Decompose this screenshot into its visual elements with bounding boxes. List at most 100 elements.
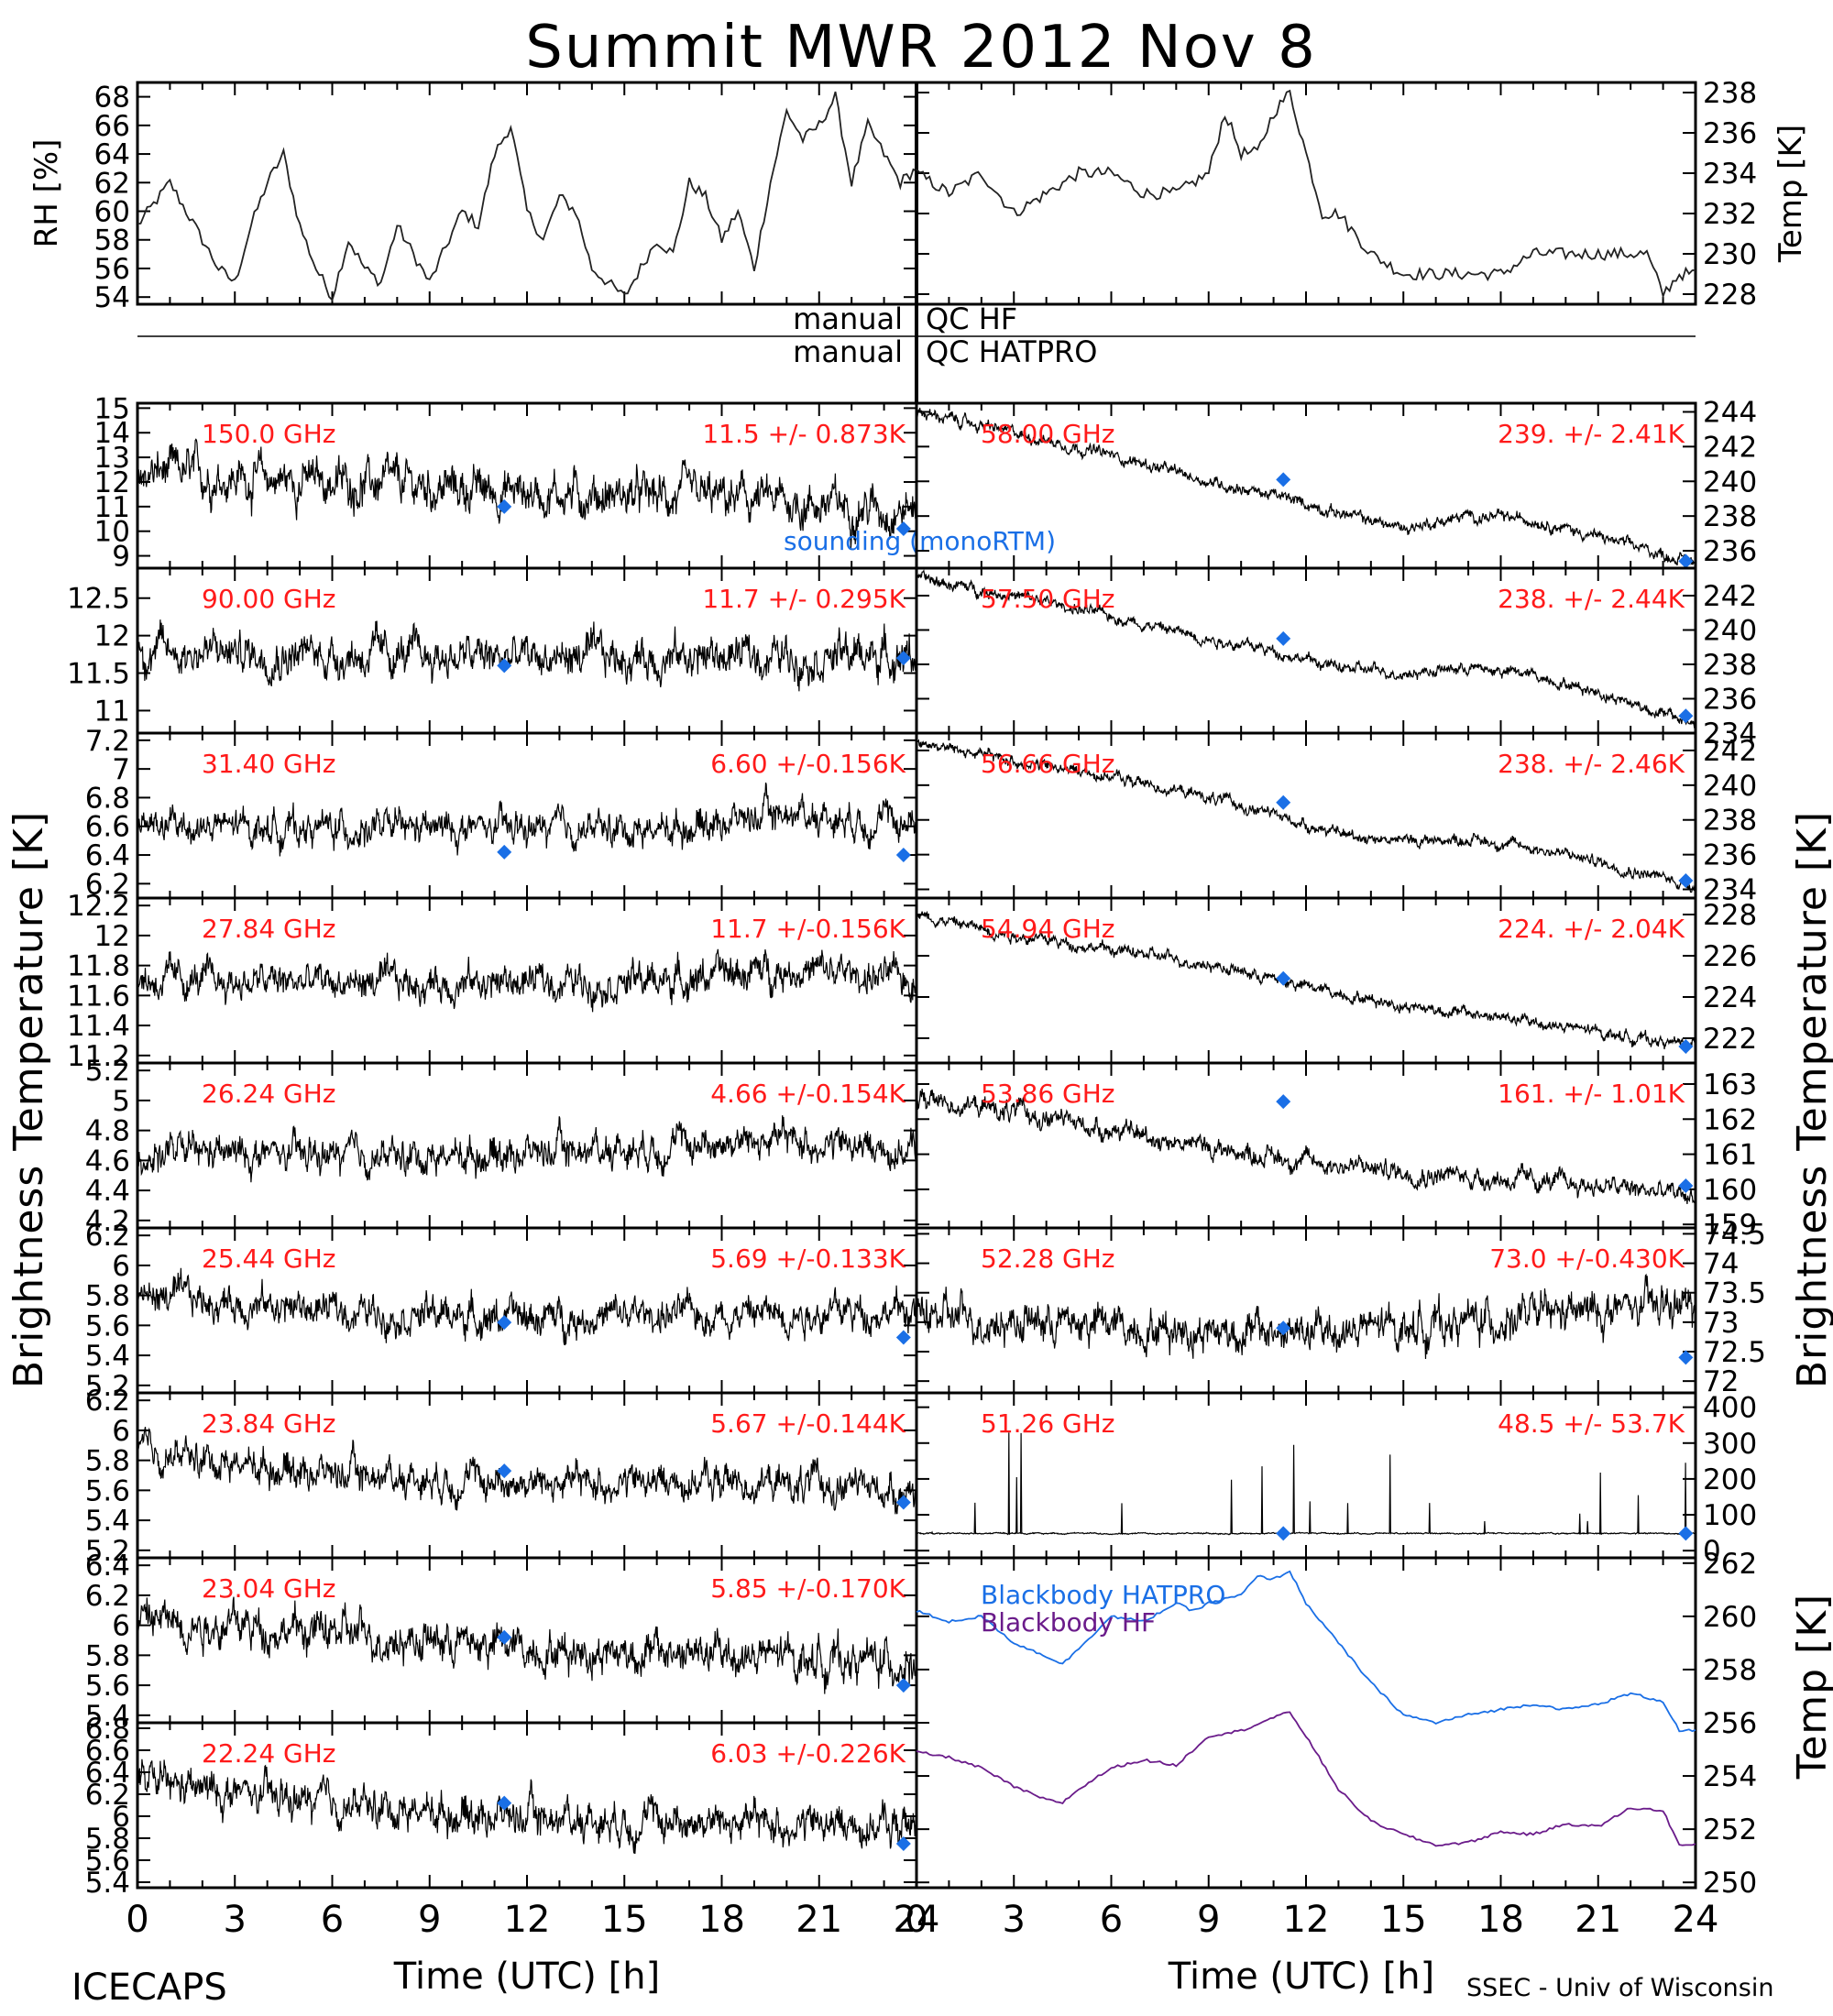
tb-left-8-sounding-marker xyxy=(895,1836,911,1851)
tb-left-2-ytick-label: 6.8 xyxy=(85,782,130,815)
rh-panel-ylabel: RH [%] xyxy=(28,139,65,248)
right-ylabel: Brightness Temperature [K] xyxy=(1789,811,1833,1388)
tb-left-3-ytick-label: 11.8 xyxy=(67,950,130,983)
tb-right-6-ytick-label: 300 xyxy=(1703,1428,1757,1461)
tb-left-5-sounding-marker xyxy=(895,1330,911,1345)
tb-left-7-sounding-marker xyxy=(497,1629,512,1645)
tb-left-6-ytick-label: 5.2 xyxy=(85,1535,130,1568)
tb-left-8-ytick-label: 6 xyxy=(112,1801,130,1834)
tb-left-1-stat-label: 11.7 +/- 0.295K xyxy=(702,584,906,614)
tb-left-1-ytick-label: 11 xyxy=(94,695,130,728)
rh-panel-line xyxy=(137,91,917,301)
xtick-label-right: 0 xyxy=(905,1899,927,1941)
rh-panel-ytick-label: 64 xyxy=(94,138,130,171)
tb-right-6-trace xyxy=(916,1432,1696,1536)
tb-right-4-freq-label: 53.86 GHz xyxy=(981,1079,1115,1109)
bottom-temp-ylabel: Temp [K] xyxy=(1789,1594,1833,1780)
tb-left-6-stat-label: 5.67 +/-0.144K xyxy=(710,1408,906,1439)
tb-left-0-sounding-marker xyxy=(895,521,911,537)
tb-left-8-trace xyxy=(137,1759,917,1855)
xtick-label-left: 3 xyxy=(224,1899,247,1941)
tb-left-6-freq-label: 23.84 GHz xyxy=(202,1408,336,1439)
xtick-label-left: 18 xyxy=(698,1899,745,1941)
temp-panel-ytick-label: 230 xyxy=(1703,238,1757,271)
tb-left-2-ytick-label: 7.2 xyxy=(85,725,130,758)
xtick-label-right: 9 xyxy=(1197,1899,1220,1941)
tb-right-5-ytick-label: 73 xyxy=(1703,1307,1739,1340)
tb-left-0-trace xyxy=(137,438,917,550)
tb-right-1-sounding-marker xyxy=(1276,630,1291,646)
tb-left-4-stat-label: 4.66 +/-0.154K xyxy=(710,1079,906,1109)
qc-label-1-right: QC HF xyxy=(926,301,1017,336)
tb-right-1-trace xyxy=(916,569,1696,729)
tb-right-3-freq-label: 54.94 GHz xyxy=(981,914,1115,944)
blackbody-panel-ytick-label: 256 xyxy=(1703,1707,1757,1740)
temp-panel-ytick-label: 236 xyxy=(1703,117,1757,150)
tb-left-0-ytick-label: 10 xyxy=(94,516,130,549)
tb-left-6-ytick-label: 5.8 xyxy=(85,1445,130,1478)
tb-left-8-sounding-marker xyxy=(497,1795,512,1811)
xtick-label-right: 15 xyxy=(1380,1899,1427,1941)
tb-left-7-ytick-label: 5.4 xyxy=(85,1700,130,1733)
tb-right-4-ytick-label: 162 xyxy=(1703,1103,1757,1136)
tb-right-5-ytick-label: 72 xyxy=(1703,1365,1739,1398)
tb-left-2-sounding-marker xyxy=(895,848,911,863)
xtick-label-left: 15 xyxy=(601,1899,648,1941)
tb-left-5-stat-label: 5.69 +/-0.133K xyxy=(710,1244,906,1274)
xtick-label-right: 21 xyxy=(1575,1899,1621,1941)
tb-right-2-ytick-label: 242 xyxy=(1703,735,1757,768)
temp-panel-ytick-label: 234 xyxy=(1703,158,1757,191)
tb-left-5-ytick-label: 5.2 xyxy=(85,1370,130,1403)
tb-right-0-ytick-label: 238 xyxy=(1703,500,1757,533)
tb-left-1-ytick-label: 12 xyxy=(94,620,130,653)
figure-title: Summit MWR 2012 Nov 8 xyxy=(525,14,1317,82)
tb-left-0-ytick-label: 9 xyxy=(112,541,130,574)
tb-right-5-sounding-marker xyxy=(1678,1350,1694,1365)
tb-right-4-ytick-label: 163 xyxy=(1703,1068,1757,1101)
tb-right-5-stat-label: 73.0 +/-0.430K xyxy=(1489,1244,1685,1274)
tb-right-4-trace xyxy=(916,1089,1696,1205)
xlabel-right: Time (UTC) [h] xyxy=(1168,1956,1434,1998)
tb-right-4-ytick-label: 159 xyxy=(1703,1209,1757,1242)
tb-left-4-ytick-label: 5 xyxy=(112,1085,130,1118)
tb-left-3-ytick-label: 11.4 xyxy=(67,1010,130,1043)
xtick-label-right: 24 xyxy=(1673,1899,1719,1941)
tb-left-6-sounding-marker xyxy=(895,1495,911,1510)
tb-right-3-sounding-marker xyxy=(1276,970,1291,986)
xtick-label-right: 18 xyxy=(1477,1899,1524,1941)
tb-left-6-ytick-label: 6 xyxy=(112,1415,130,1448)
temp-panel-line xyxy=(916,89,1696,300)
tb-left-1-ytick-label: 11.5 xyxy=(67,658,130,691)
tb-right-4-stat-label: 161. +/- 1.01K xyxy=(1498,1079,1685,1109)
tb-right-0-trace xyxy=(916,407,1696,568)
rh-panel-ytick-label: 60 xyxy=(94,196,130,229)
tb-right-5-ytick-label: 74.5 xyxy=(1703,1218,1766,1251)
tb-right-0-freq-label: 58.00 GHz xyxy=(981,419,1115,449)
blackbody-panel-ytick-label: 262 xyxy=(1703,1548,1757,1581)
tb-left-0-sounding-marker xyxy=(497,499,512,514)
tb-right-1-sounding-marker xyxy=(1678,708,1694,724)
tb-right-0-stat-label: 239. +/- 2.41K xyxy=(1498,419,1685,449)
tb-left-8-ytick-label: 5.6 xyxy=(85,1845,130,1878)
tb-right-2-trace xyxy=(916,739,1696,893)
tb-left-8-ytick-label: 5.4 xyxy=(85,1867,130,1900)
xtick-label-right: 6 xyxy=(1100,1899,1123,1941)
tb-left-4-ytick-label: 4.2 xyxy=(85,1205,130,1238)
tb-left-7-stat-label: 5.85 +/-0.170K xyxy=(710,1573,906,1604)
tb-right-5-ytick-label: 74 xyxy=(1703,1248,1739,1281)
tb-right-1-ytick-label: 238 xyxy=(1703,649,1757,682)
tb-left-2-trace xyxy=(137,782,917,857)
tb-left-7-sounding-marker xyxy=(895,1678,911,1693)
tb-left-5-ytick-label: 6 xyxy=(112,1250,130,1283)
tb-right-1-ytick-label: 242 xyxy=(1703,580,1757,613)
tb-right-2-freq-label: 56.66 GHz xyxy=(981,749,1115,779)
tb-right-0-ytick-label: 240 xyxy=(1703,466,1757,499)
tb-left-3-ytick-label: 11.2 xyxy=(67,1040,130,1073)
tb-left-5-ytick-label: 5.8 xyxy=(85,1280,130,1313)
tb-right-3-ytick-label: 224 xyxy=(1703,981,1757,1014)
tb-left-7-ytick-label: 5.6 xyxy=(85,1670,130,1703)
xtick-label-left: 21 xyxy=(796,1899,842,1941)
tb-left-6-ytick-label: 5.4 xyxy=(85,1505,130,1538)
tb-right-3-trace xyxy=(916,910,1696,1054)
